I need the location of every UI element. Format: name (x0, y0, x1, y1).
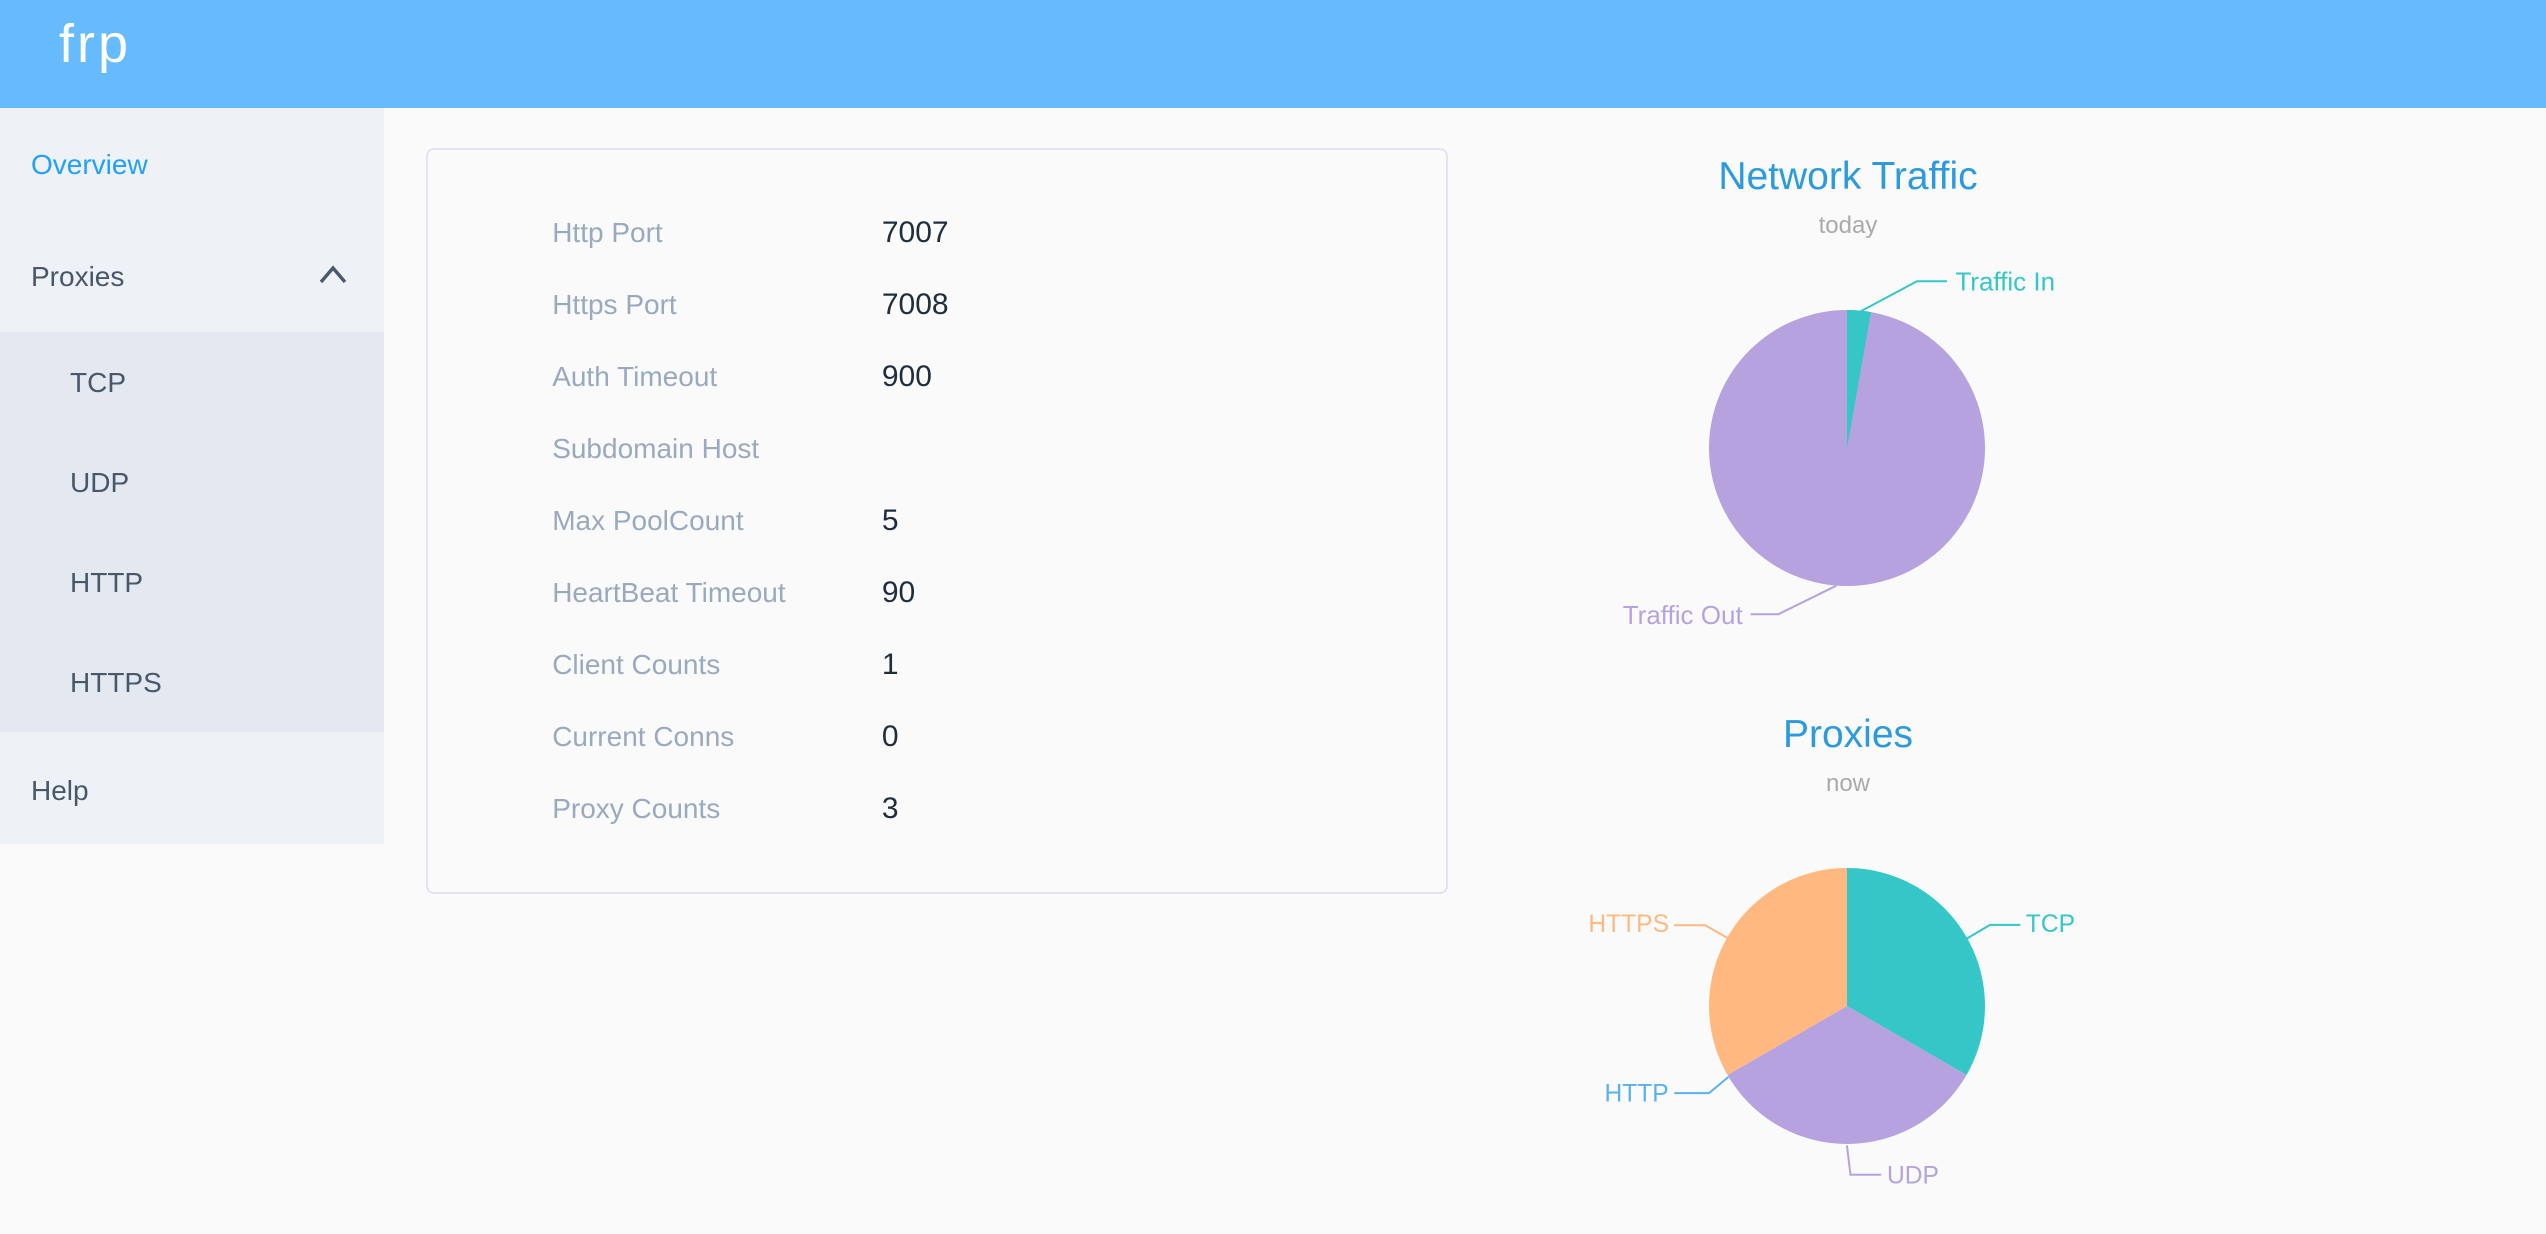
svg-text:now: now (1825, 771, 1870, 798)
svg-text:today: today (1818, 212, 1877, 239)
svg-text:Proxies: Proxies (1782, 714, 1912, 757)
svg-text:Traffic Out: Traffic Out (1622, 600, 1743, 630)
svg-text:UDP: UDP (1886, 1163, 1938, 1190)
svg-text:Traffic In: Traffic In (1954, 266, 2054, 296)
svg-text:HTTP: HTTP (1603, 1081, 1667, 1108)
svg-text:Network Traffic: Network Traffic (1717, 155, 1976, 198)
svg-text:HTTPS: HTTPS (1587, 912, 1668, 939)
svg-text:TCP: TCP (2025, 911, 2074, 938)
